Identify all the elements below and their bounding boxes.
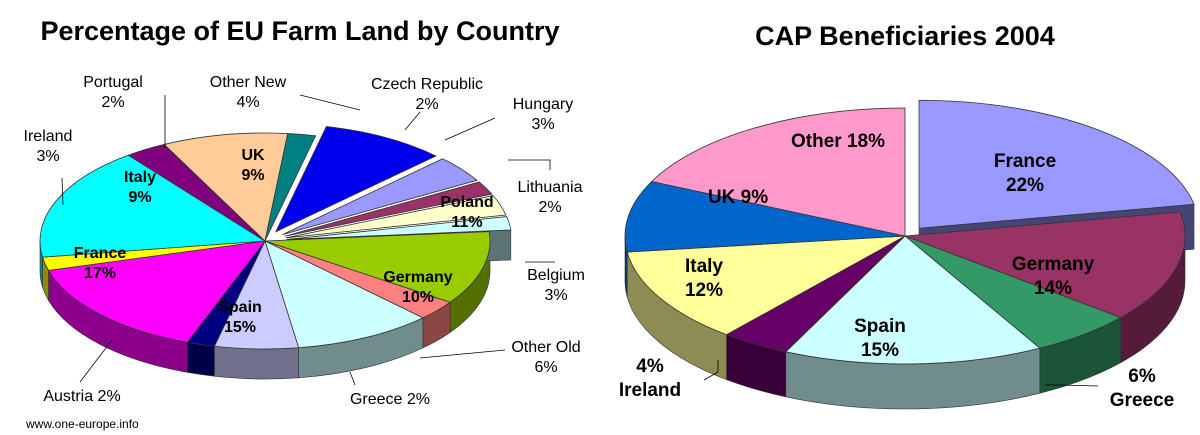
farm-land-labels: UK 9% Other New 4% Czech Republic 2% Hungary 3%… [24,74,585,408]
cap-slice-france [918,99,1195,229]
farm-label-hungary: Hungary 3% [513,96,573,133]
farm-slice-uk [274,126,437,233]
farm-label-greece: Greece 2% [350,391,430,408]
chart-title-farm-land: Percentage of EU Farm Land by Country [40,16,559,46]
cap-label-uk: UK 9% [708,187,768,208]
cap-slice-italy [626,235,906,336]
farm-label-uk: UK 9% [241,147,265,184]
cap-slice-germany [904,211,1186,319]
farm-slice-portugal [264,133,317,242]
farm-label-poland: Poland 11% [440,194,493,231]
farm-leader-other-new [299,94,361,111]
farm-label-italy: Italy 9% [124,169,156,206]
cap-slice-uk [624,181,906,253]
cap-label-spain: Spain 15% [854,316,906,361]
farm-label-other-new: Other New 4% [210,74,287,111]
farm-leader-ireland [61,177,64,206]
cap-label-germany: Germany 14% [1012,254,1095,299]
farm-slice-italy [163,132,289,242]
farm-slice-lithuania [286,216,512,240]
farm-label-ireland: Ireland 3% [24,128,73,165]
cap-leader-ireland [703,360,719,381]
farm-land-pie [39,126,512,380]
cap-label-france: France 22% [994,151,1056,196]
farm-slice-hungary [285,195,507,239]
cap-beneficiaries-pie [624,99,1195,410]
cap-label-ireland: 4% Ireland [619,356,681,401]
cap-label-other: Other 18% [791,131,885,152]
farm-side-greece [187,341,215,377]
farm-slice-france [39,154,267,258]
chart-title-cap: CAP Beneficiaries 2004 [755,21,1055,51]
farm-leader-greece [349,371,356,386]
farm-leader-other-old [419,349,506,359]
farm-leader-czech-republic [404,111,421,131]
farm-label-czech-republic: Czech Republic 2% [371,76,483,113]
farm-slice-poland [264,231,491,303]
source-credit: www.one-europe.info [25,417,139,431]
cap-slice-spain [784,235,1041,365]
cap-leader-greece [1045,384,1099,387]
farm-slice-germany [264,240,424,349]
farm-label-lithuania: Lithuania 2% [518,179,583,216]
cap-slice-other [650,107,906,237]
farm-slice-spain [47,240,266,343]
farm-leader-hungary [444,117,496,141]
farm-slice-czech-republic [284,181,493,237]
cap-label-greece: 6% Greece [1110,366,1174,411]
farm-slice-other-new [282,158,478,235]
farm-label-germany: Germany 10% [383,269,452,306]
farm-label-portugal: Portugal 2% [83,74,143,111]
farm-leader-austria [79,339,113,383]
farm-label-belgium: Belgium 3% [527,267,585,304]
farm-label-other-old: Other Old 6% [511,339,580,376]
cap-labels: France 22% Germany 14% 6% Greece Spain 15% 4% Ire… [619,131,1174,411]
farm-label-france: France 17% [74,245,127,282]
farm-side-other-old [214,345,299,380]
farm-label-austria: Austria 2% [43,388,120,405]
farm-leader-lithuania [508,159,551,170]
cap-label-italy: Italy 12% [685,256,723,301]
farm-label-spain: Spain 15% [218,299,262,336]
